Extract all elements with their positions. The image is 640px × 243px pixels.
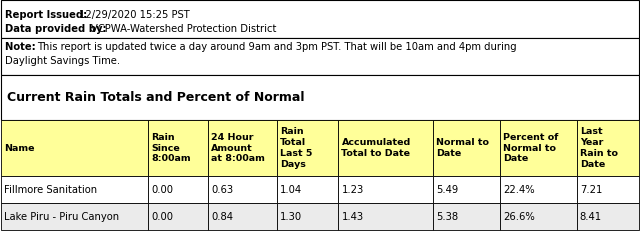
Text: Daylight Savings Time.: Daylight Savings Time. [5, 56, 120, 66]
Text: 0.00: 0.00 [151, 211, 173, 222]
Text: 7.21: 7.21 [580, 184, 602, 194]
Bar [1, 120, 148, 176]
Bar [1, 0, 639, 38]
Bar [1, 203, 148, 230]
Bar [339, 120, 433, 176]
Text: Rain
Since
8:00am: Rain Since 8:00am [151, 133, 191, 163]
Text: 1.23: 1.23 [342, 184, 364, 194]
Bar [433, 203, 500, 230]
Bar [1, 38, 639, 75]
Text: 5.38: 5.38 [436, 211, 458, 222]
Bar [209, 120, 277, 176]
Bar [209, 203, 277, 230]
Bar [500, 203, 577, 230]
Bar [339, 203, 433, 230]
Text: Normal to
Date: Normal to Date [436, 138, 489, 158]
Bar [277, 176, 339, 203]
Text: 8.41: 8.41 [580, 211, 602, 222]
Bar [433, 176, 500, 203]
Bar [500, 176, 577, 203]
Text: 5.49: 5.49 [436, 184, 458, 194]
Text: 22.4%: 22.4% [503, 184, 534, 194]
Bar [500, 120, 577, 176]
Text: 0.00: 0.00 [151, 184, 173, 194]
Bar [1, 176, 148, 203]
Text: 1.04: 1.04 [280, 184, 302, 194]
Text: Last
Year
Rain to
Date: Last Year Rain to Date [580, 127, 618, 169]
Text: Name: Name [4, 144, 35, 153]
Text: 26.6%: 26.6% [503, 211, 535, 222]
Bar [148, 203, 209, 230]
Bar [277, 203, 339, 230]
Text: 1.30: 1.30 [280, 211, 302, 222]
Bar [148, 120, 209, 176]
Bar [339, 176, 433, 203]
Text: This report is updated twice a day around 9am and 3pm PST. That will be 10am and: This report is updated twice a day aroun… [37, 42, 516, 52]
Bar [1, 75, 639, 120]
Bar [209, 176, 277, 203]
Text: Lake Piru - Piru Canyon: Lake Piru - Piru Canyon [4, 211, 119, 222]
Text: Rain
Total
Last 5
Days: Rain Total Last 5 Days [280, 127, 312, 169]
Text: Note:: Note: [5, 42, 39, 52]
Text: Fillmore Sanitation: Fillmore Sanitation [4, 184, 97, 194]
Text: 12/29/2020 15:25 PST: 12/29/2020 15:25 PST [79, 10, 189, 20]
Text: Report Issued:: Report Issued: [5, 10, 91, 20]
Bar [148, 176, 209, 203]
Text: 24 Hour
Amount
at 8:00am: 24 Hour Amount at 8:00am [211, 133, 266, 163]
Text: 0.84: 0.84 [211, 211, 234, 222]
Bar [577, 176, 639, 203]
Bar [577, 203, 639, 230]
Text: Percent of
Normal to
Date: Percent of Normal to Date [503, 133, 559, 163]
Text: 1.43: 1.43 [342, 211, 364, 222]
Text: Data provided by:: Data provided by: [5, 24, 110, 34]
Bar [577, 120, 639, 176]
Text: Accumulated
Total to Date: Accumulated Total to Date [342, 138, 411, 158]
Bar [433, 120, 500, 176]
Text: 0.63: 0.63 [211, 184, 234, 194]
Text: VCPWA-Watershed Protection District: VCPWA-Watershed Protection District [91, 24, 276, 34]
Bar [277, 120, 339, 176]
Text: Current Rain Totals and Percent of Normal: Current Rain Totals and Percent of Norma… [7, 91, 305, 104]
